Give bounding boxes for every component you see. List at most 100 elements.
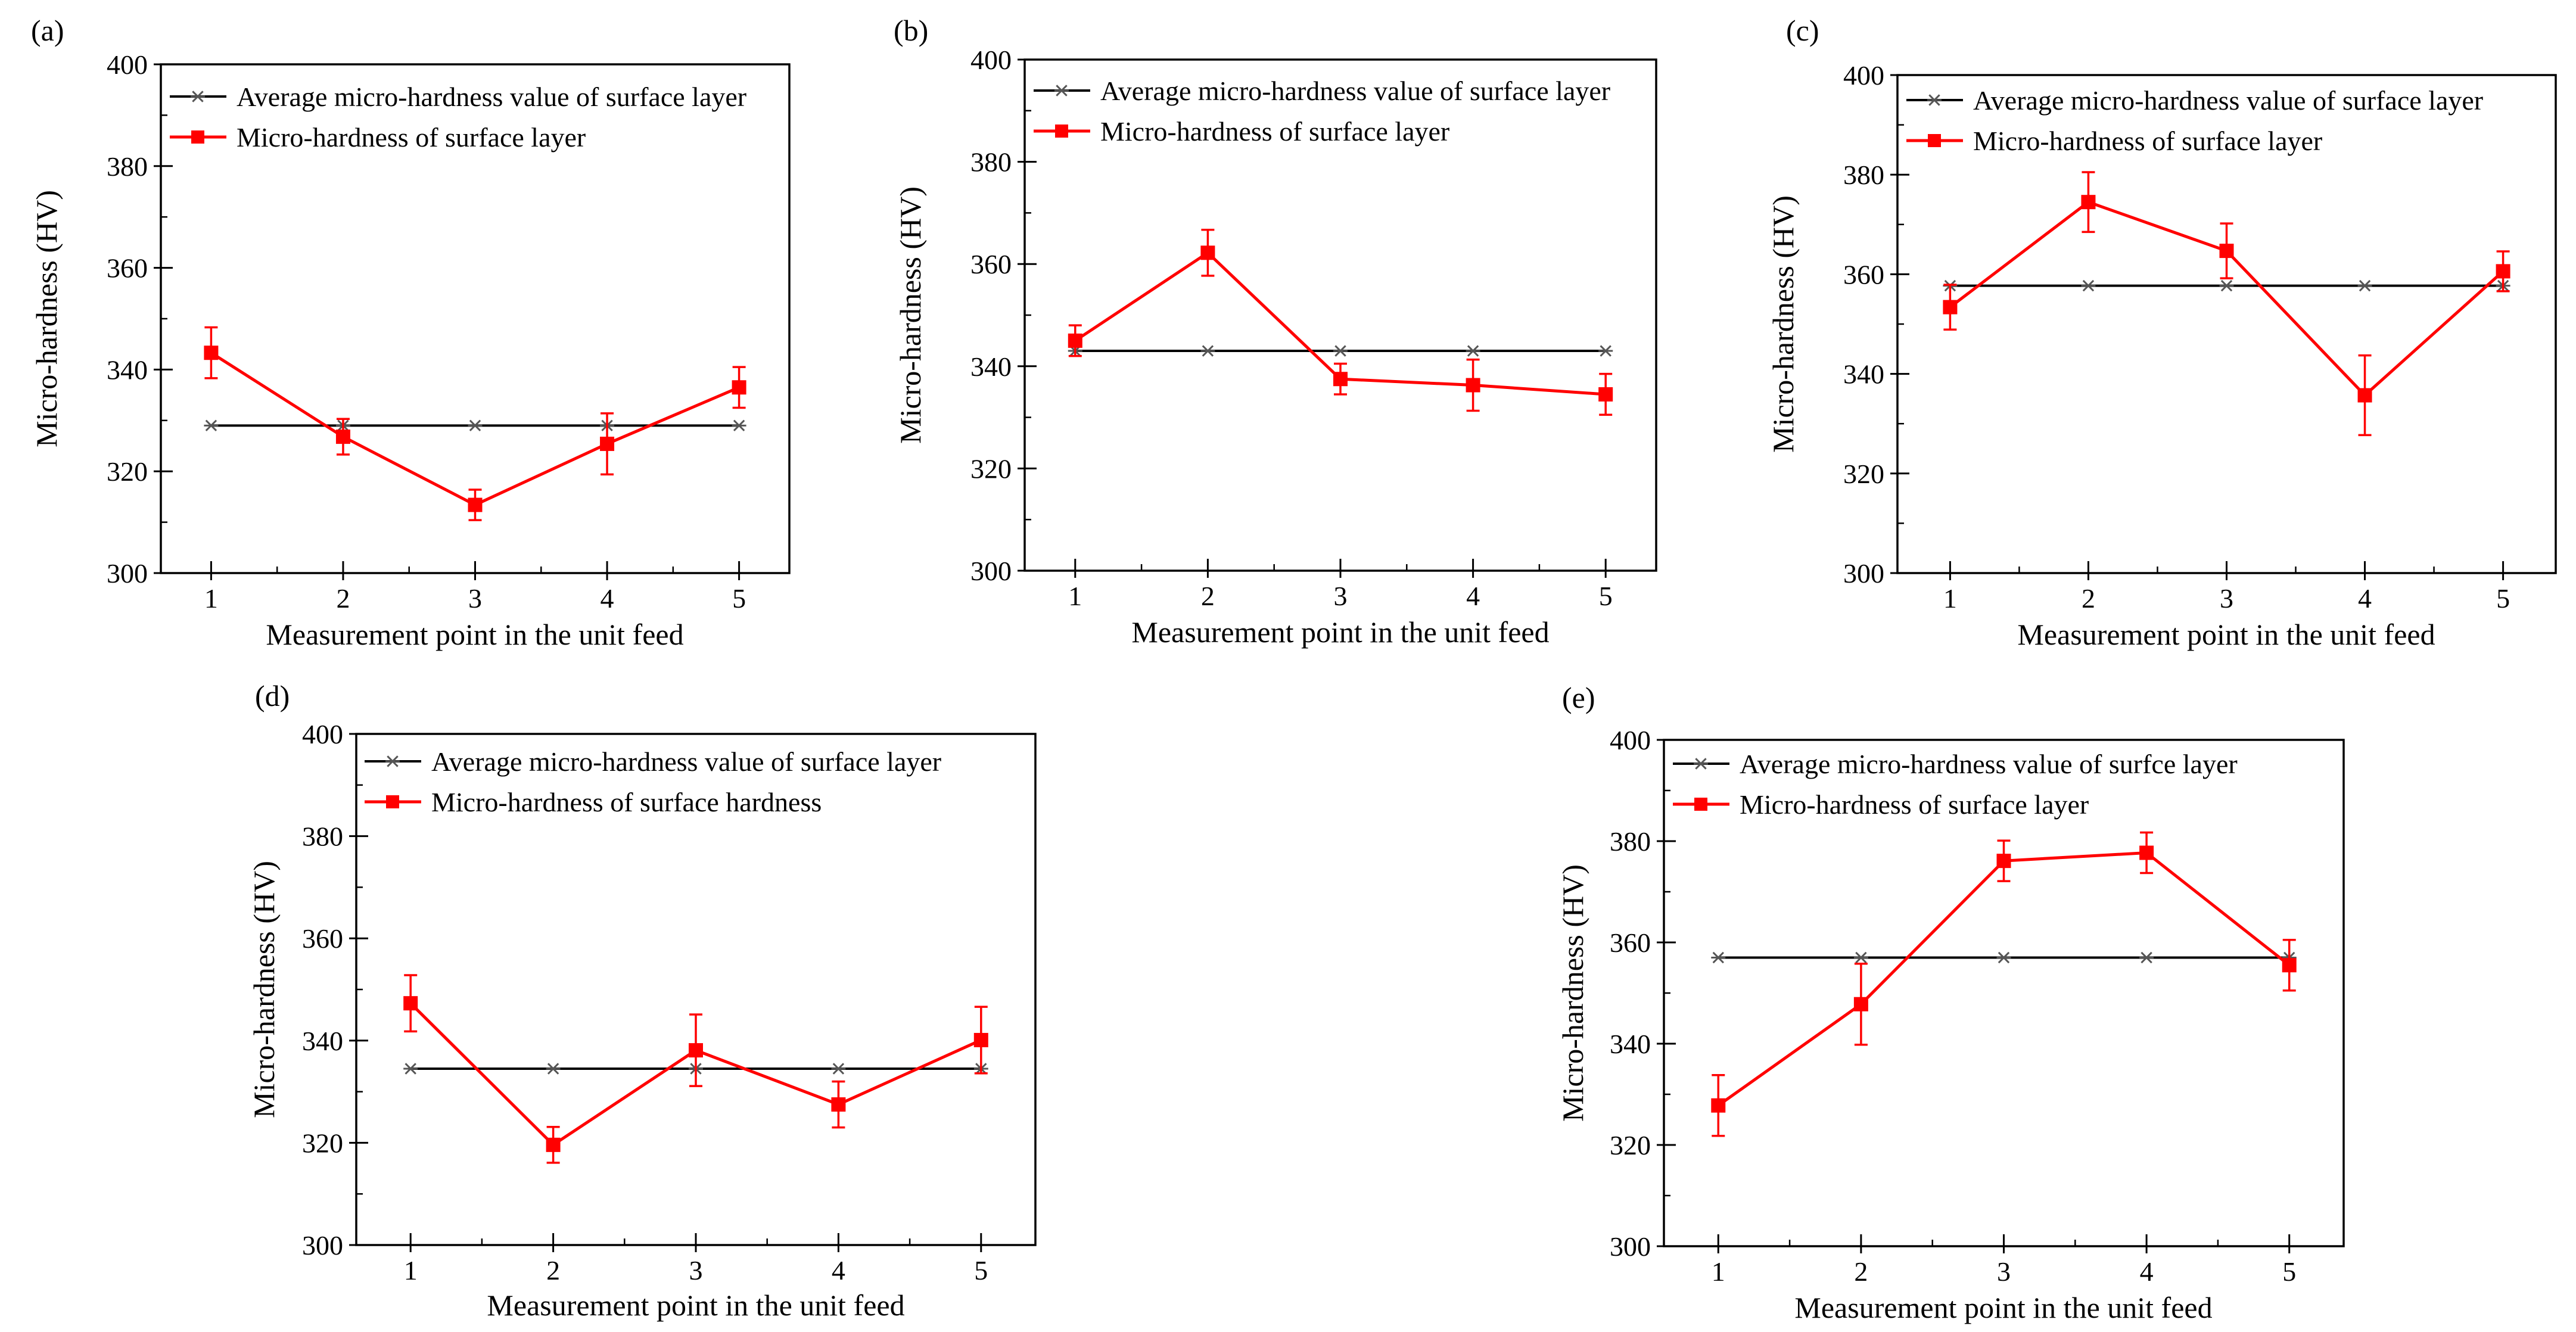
data-point: [1996, 854, 2011, 869]
x-tick-label: 4: [2140, 1256, 2154, 1287]
data-point: [403, 1063, 418, 1075]
data-point: [732, 419, 746, 432]
legend-label: Average micro-hardness value of surfce l…: [1740, 749, 2238, 779]
y-tick-label: 400: [107, 49, 148, 80]
y-tick-label: 320: [302, 1128, 343, 1158]
data-point: [1943, 300, 1958, 315]
data-point: [600, 437, 615, 452]
y-tick-label: 300: [302, 1230, 343, 1261]
panel-label: (a): [31, 14, 64, 47]
y-tick-label: 400: [1843, 60, 1884, 91]
x-tick-label: 2: [336, 583, 350, 614]
x-tick-label: 1: [204, 583, 218, 614]
legend-marker: [191, 91, 205, 102]
data-point: [831, 1063, 846, 1075]
x-tick-label: 3: [1997, 1256, 2011, 1287]
legend-marker: [1694, 758, 1708, 770]
panel-label: (c): [1786, 14, 1819, 47]
panel-label: (b): [894, 14, 928, 47]
data-point: [2357, 388, 2372, 403]
legend-marker: [1055, 125, 1068, 138]
data-point: [468, 419, 483, 432]
data-point: [204, 419, 219, 432]
y-tick-label: 340: [1843, 359, 1884, 390]
y-tick-label: 380: [107, 151, 148, 182]
x-tick-label: 3: [468, 583, 482, 614]
x-tick-label: 5: [2496, 583, 2510, 614]
x-tick-label: 2: [1201, 581, 1215, 611]
data-point: [1200, 245, 1215, 260]
y-tick-label: 380: [302, 821, 343, 852]
y-axis-title: Micro-hardness (HV): [894, 186, 927, 444]
data-point: [335, 430, 350, 444]
data-point: [1068, 333, 1082, 348]
data-point: [2081, 279, 2096, 292]
x-axis-title: Measurement point in the unit feed: [266, 618, 683, 651]
y-tick-label: 380: [1610, 826, 1651, 857]
x-tick-label: 2: [2082, 583, 2095, 614]
y-tick-label: 320: [970, 453, 1012, 484]
series-1: [1068, 345, 1613, 357]
x-tick-label: 1: [1712, 1256, 1725, 1287]
legend-label: Average micro-hardness value of surface …: [237, 82, 746, 112]
chart-panel-2: (b) 300 320 340 360 380 400 1 2 3 4 5 Measurement po…: [894, 14, 1657, 649]
x-tick-label: 5: [732, 583, 746, 614]
x-tick-label: 1: [1943, 583, 1957, 614]
chart-panel-3: (c) 300 320 340 360 380 400 1 2 3 4 5 Measurement po…: [1766, 14, 2557, 651]
data-point: [2219, 244, 2234, 259]
series-2: [403, 974, 988, 1164]
y-axis-title: Micro-hardness (HV): [247, 861, 281, 1118]
legend-label: Micro-hardness of surface hardness: [431, 787, 822, 817]
series-2: [1943, 171, 2510, 437]
series-1: [204, 419, 746, 432]
data-point: [2357, 279, 2372, 292]
data-point: [204, 346, 219, 360]
data-point: [1711, 951, 1726, 964]
chart-panel-4: (d) 300 320 340 360 380 400 1 2 3 4 5 Measurement po…: [247, 679, 1037, 1322]
y-tick-label: 400: [1610, 725, 1651, 755]
data-point: [1598, 345, 1613, 357]
y-tick-label: 340: [970, 351, 1012, 382]
data-point: [1598, 387, 1613, 402]
data-point: [1996, 951, 2011, 964]
x-tick-label: 2: [1854, 1256, 1868, 1287]
data-point: [831, 1097, 846, 1112]
y-tick-label: 360: [302, 923, 343, 954]
data-point: [1200, 345, 1215, 357]
chart-panel-5: (e) 300 320 340 360 380 400 1 2 3 4 5 Measurement po…: [1556, 681, 2345, 1324]
data-point: [2139, 845, 2154, 860]
y-axis-title: Micro-hardness (HV): [1556, 864, 1589, 1122]
y-tick-label: 380: [970, 147, 1012, 178]
legend-label: Micro-hardness of surface layer: [237, 122, 586, 153]
series-2: [204, 326, 746, 521]
legend-label: Average micro-hardness value of surface …: [431, 746, 941, 777]
series-1: [1711, 951, 2297, 964]
y-axis-title: Micro-hardness (HV): [1766, 195, 1800, 453]
y-tick-label: 320: [107, 456, 148, 487]
data-point: [546, 1063, 561, 1075]
x-tick-label: 5: [974, 1255, 988, 1286]
y-tick-label: 400: [970, 45, 1012, 75]
y-tick-label: 360: [107, 253, 148, 284]
y-tick-label: 300: [1610, 1231, 1651, 1262]
legend-marker: [191, 130, 204, 144]
x-axis-title: Measurement point in the unit feed: [2017, 618, 2435, 651]
y-tick-label: 360: [1843, 259, 1884, 290]
x-tick-label: 3: [1334, 581, 1348, 611]
data-point: [2496, 264, 2510, 279]
series-2: [1711, 831, 2297, 1137]
data-point: [1853, 951, 1868, 964]
y-tick-label: 300: [970, 556, 1012, 586]
y-tick-label: 300: [1843, 558, 1884, 589]
x-tick-label: 2: [546, 1255, 560, 1286]
y-tick-label: 300: [107, 558, 148, 589]
x-axis-title: Measurement point in the unit feed: [1131, 615, 1549, 649]
y-tick-label: 340: [107, 354, 148, 385]
data-point: [732, 380, 746, 395]
chart-panel-1: (a) 300 320 340 360 380 400 1 2 3 4 5 Measurement po…: [30, 14, 791, 651]
panel-label: (e): [1562, 681, 1595, 714]
y-tick-label: 320: [1610, 1130, 1651, 1160]
x-tick-label: 4: [601, 583, 614, 614]
legend-label: Micro-hardness of surface layer: [1973, 126, 2322, 156]
